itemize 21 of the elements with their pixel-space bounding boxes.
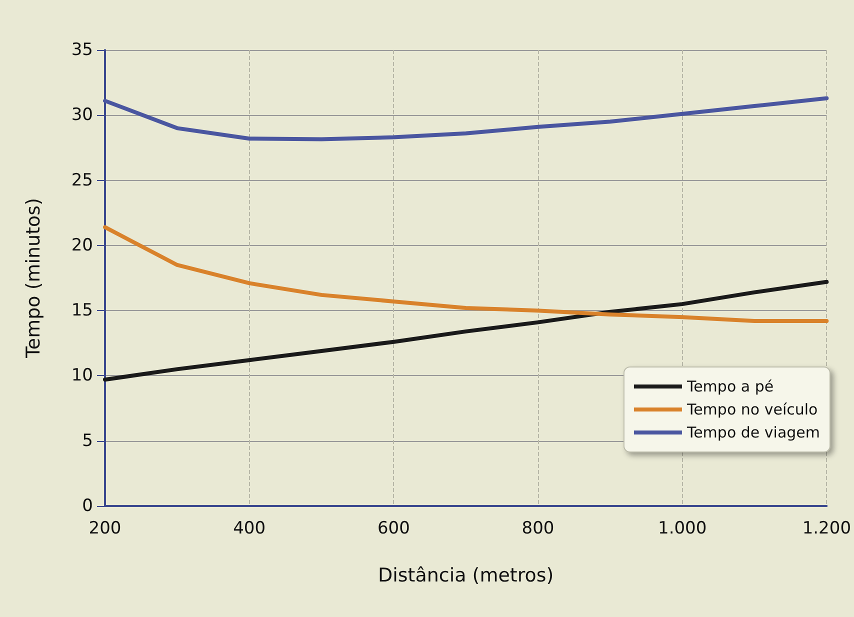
line-series [103,96,829,142]
legend-label: Tempo a pé [686,378,774,396]
x-tick-label: 400 [233,518,266,538]
legend-label: Tempo de viagem [686,424,820,442]
y-tick-label: 35 [71,40,93,60]
y-tick-label: 0 [82,496,93,516]
y-axis-title: Tempo (minutos) [22,198,44,359]
x-tick-label: 200 [88,518,122,538]
x-axis-title: Distância (metros) [378,564,554,586]
y-tick-label: 20 [71,235,93,256]
y-tick-label: 10 [71,366,93,386]
line-series [103,225,829,323]
x-tick-label: 1.200 [802,518,851,538]
legend-label: Tempo no veículo [686,400,818,418]
x-tick-label: 800 [522,518,554,538]
x-tick-label: 1.000 [658,518,707,538]
y-tick-label: 25 [71,170,93,190]
x-tick-label: 600 [377,518,410,538]
y-tick-label: 30 [71,105,93,126]
y-tick-label: 5 [82,430,93,451]
y-tick-label: 15 [71,300,93,321]
